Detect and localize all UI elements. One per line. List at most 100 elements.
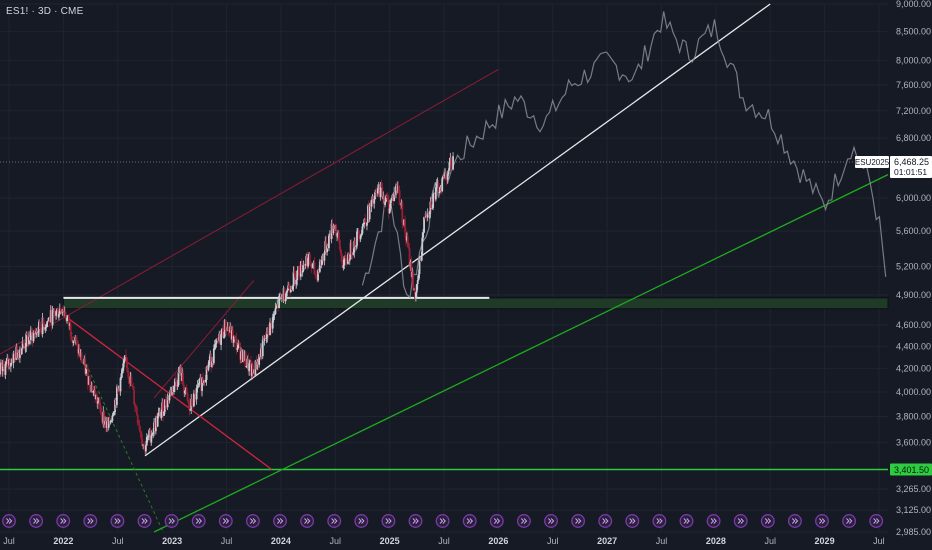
calendar-event-icon[interactable] xyxy=(787,514,802,528)
calendar-event-icon[interactable] xyxy=(679,514,694,528)
candle-body xyxy=(312,262,315,264)
candle-body xyxy=(318,261,321,272)
candle-body xyxy=(214,343,217,345)
candle-body xyxy=(259,354,261,357)
calendar-event-icon[interactable] xyxy=(2,514,16,528)
calendar-event-icon[interactable] xyxy=(652,514,667,528)
calendar-event-icon[interactable] xyxy=(842,514,857,528)
candle-body xyxy=(334,225,337,229)
calendar-event-icon[interactable] xyxy=(571,514,586,528)
candle-body xyxy=(25,333,28,347)
calendar-event-icon[interactable] xyxy=(598,514,613,528)
calendar-event-icon[interactable] xyxy=(164,514,179,528)
price-axis[interactable]: 9,000.00 8,500.00 8,000.00 7,600.00 7,200.00… xyxy=(855,0,932,537)
candle-body xyxy=(262,339,265,341)
candle-body xyxy=(177,372,180,386)
calendar-event-icon[interactable] xyxy=(191,514,206,528)
calendar-event-icon[interactable] xyxy=(354,514,369,528)
calendar-event-icon[interactable] xyxy=(625,514,640,528)
candle-body xyxy=(437,182,440,194)
candle-body xyxy=(402,222,405,225)
candle-body xyxy=(241,351,243,362)
calendar-event-icon[interactable] xyxy=(462,514,477,528)
candle-body xyxy=(11,358,14,363)
candle-body xyxy=(349,242,352,260)
candle-body xyxy=(428,212,431,215)
candle-body xyxy=(166,396,169,408)
calendar-event-icon[interactable] xyxy=(300,514,315,528)
candle-body xyxy=(269,322,271,336)
candle-body xyxy=(192,405,194,407)
event-marker-glyph xyxy=(141,518,148,524)
candle-body xyxy=(23,343,26,348)
candle-body xyxy=(68,323,71,326)
candle-body xyxy=(284,299,287,302)
price-tick-label: 3,125.00 xyxy=(896,505,931,515)
candle-body xyxy=(193,393,196,395)
calendar-event-icon[interactable] xyxy=(760,514,775,528)
calendar-event-icon[interactable] xyxy=(489,514,504,528)
candle-body xyxy=(110,420,113,422)
candle-body xyxy=(293,271,296,274)
event-marker-glyph xyxy=(168,518,175,524)
candle-body xyxy=(76,340,78,343)
candle-body xyxy=(439,187,442,192)
calendar-event-icon[interactable] xyxy=(218,514,233,528)
calendar-event-icon[interactable] xyxy=(137,514,152,528)
time-axis[interactable]: Jul 2022 Jul 2023 Jul 2024 Jul 2025 Jul 2026 Jul 20… xyxy=(3,536,884,546)
calendar-event-icon[interactable] xyxy=(815,514,829,528)
price-tick-label: 6,800.00 xyxy=(896,133,931,143)
candle-body xyxy=(41,317,44,334)
candle-body xyxy=(117,386,120,389)
candle-body xyxy=(225,330,228,331)
candle-body xyxy=(268,334,271,336)
candle-body xyxy=(308,254,310,258)
candle-body xyxy=(26,333,29,336)
calendar-event-icon[interactable] xyxy=(733,514,748,528)
calendar-event-icon[interactable] xyxy=(435,514,450,528)
calendar-event-icon[interactable] xyxy=(56,514,71,528)
candle-body xyxy=(140,431,143,440)
calendar-event-icon[interactable] xyxy=(516,514,531,528)
calendar-event-icon[interactable] xyxy=(544,514,558,528)
calendar-event-icon[interactable] xyxy=(706,514,721,528)
calendar-event-icon[interactable] xyxy=(327,514,342,528)
candle-body xyxy=(378,185,381,197)
candle-body xyxy=(39,329,42,330)
calendar-event-icon[interactable] xyxy=(110,514,125,528)
candle-body xyxy=(247,358,250,372)
candle-body xyxy=(217,340,220,342)
calendar-event-icon[interactable] xyxy=(245,514,260,528)
calendar-event-icon[interactable] xyxy=(29,514,44,528)
candle-body xyxy=(279,294,282,297)
candle-body xyxy=(59,308,62,311)
candle-body xyxy=(444,173,447,178)
candle-body xyxy=(382,196,385,200)
candle-body xyxy=(213,344,216,349)
candle-body xyxy=(29,329,32,341)
calendar-event-icon[interactable] xyxy=(869,514,884,528)
calendar-event-icon[interactable] xyxy=(273,514,287,528)
candle-body xyxy=(296,270,299,281)
candle-body xyxy=(254,360,257,376)
candle-body xyxy=(250,361,252,376)
candle-body xyxy=(356,231,358,246)
candle-body xyxy=(126,367,129,373)
candle-body xyxy=(416,280,419,284)
candle-body xyxy=(265,337,268,339)
candle-body xyxy=(154,418,157,432)
candle-body xyxy=(347,254,349,264)
candle-body xyxy=(423,217,425,233)
calendar-event-icon[interactable] xyxy=(381,514,396,528)
candle-body xyxy=(220,334,222,345)
candle-body xyxy=(90,385,93,392)
candle-body xyxy=(135,406,137,408)
calendar-event-icon[interactable] xyxy=(408,514,423,528)
candle-body xyxy=(15,346,18,360)
candle-body xyxy=(114,399,116,413)
price-tick-label: 2,985.00 xyxy=(896,527,931,537)
calendar-event-icon[interactable] xyxy=(83,514,98,528)
price-tick-label: 5,200.00 xyxy=(896,261,931,271)
